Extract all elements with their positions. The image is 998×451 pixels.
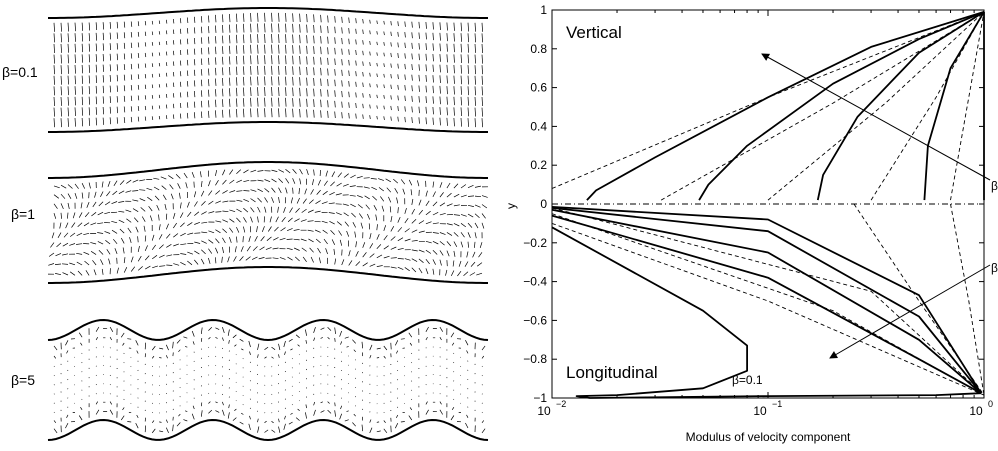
x-axis-label: Modulus of velocity component — [686, 430, 851, 444]
vertical-dashed-curve-2 — [767, 11, 985, 201]
panel-label-beta-0.1: β=0.1 — [2, 64, 38, 80]
vertical-solid-curve-3 — [923, 11, 985, 201]
panel-1-top-wall — [48, 161, 488, 179]
velocity-field-panels: β=0.1 β=1 β=5 — [2, 7, 489, 442]
panel-0-vector-field — [53, 12, 483, 128]
arrow-label-beta-upper: β — [991, 179, 998, 193]
velocity-field-figure: β=0.1 β=1 β=5 — [0, 0, 500, 446]
y-tick-label: 0.4 — [530, 119, 547, 133]
longitudinal-dashed-curve-2 — [551, 207, 985, 396]
y-tick-label: 1 — [540, 3, 547, 17]
panel-1-bottom-wall — [48, 266, 488, 284]
x-tick-exponent: −1 — [772, 399, 782, 409]
chart-lower-label: Longitudinal — [566, 363, 658, 382]
vertical-dashed-curve-4 — [950, 11, 985, 201]
y-tick-label: 0.2 — [530, 158, 547, 172]
longitudinal-solid-curve-4 — [551, 206, 982, 394]
chart-upper-label: Vertical — [566, 23, 622, 42]
curves — [551, 11, 991, 399]
longitudinal-dashed-curve-1 — [551, 213, 985, 396]
panel-2-vectors — [53, 326, 486, 434]
y-tick-label: 0 — [540, 197, 547, 211]
vertical-dashed-curve-3 — [870, 11, 985, 201]
panel-2-vector-field — [53, 326, 486, 434]
x-tick-exponent: 0 — [988, 399, 993, 409]
panel-1-vector-field — [47, 168, 489, 277]
y-tick-label: −0.8 — [523, 352, 547, 366]
panel-label-beta-1: β=1 — [11, 206, 35, 222]
panel-label-beta-5: β=5 — [11, 372, 35, 388]
longitudinal-solid-curve-2 — [551, 208, 982, 394]
x-tick-label: 10 — [969, 404, 983, 418]
y-tick-label: 0.6 — [530, 81, 547, 95]
panel-1-vectors — [47, 168, 489, 277]
longitudinal-solid-curve-0 — [551, 226, 982, 399]
vertical-solid-curve-1 — [698, 11, 985, 201]
x-tick-label: 10 — [753, 404, 767, 418]
panel-2-bottom-wall — [47, 418, 489, 442]
vertical-solid-curve-2 — [816, 11, 985, 201]
y-tick-label: −0.4 — [523, 275, 547, 289]
panel-0-vectors — [53, 12, 483, 128]
beta-arrow-lower — [829, 264, 991, 359]
vertical-solid-curve-0 — [586, 11, 985, 201]
arrow-label-beta-lower: β — [991, 261, 998, 275]
velocity-profile-chart: 1 0.8 0.6 0.4 0.2 0 −0.2 −0.4 −0.6 −0.8 −1 10 −2 10 −1… — [500, 0, 998, 446]
longitudinal-dashed-curve-0 — [551, 222, 985, 396]
y-tick-label: −0.6 — [523, 313, 547, 327]
y-tick-label: −0.2 — [523, 236, 547, 250]
longitudinal-dashed-curve-4 — [950, 203, 985, 396]
chart-plot: 10.80.60.40.20−0.2−0.4−0.6−0.8−110 −2 10 −1… — [504, 3, 998, 444]
panel-2-top-wall — [47, 318, 489, 342]
axis-ticks: 10.80.60.40.20−0.2−0.4−0.6−0.8−110 −2 10 −1… — [523, 3, 993, 418]
beta-arrow-upper — [761, 53, 991, 181]
x-tick-exponent: −2 — [556, 399, 566, 409]
curve-label-beta-0.1: β=0.1 — [732, 373, 763, 387]
panel-0-bottom-wall — [48, 121, 488, 133]
y-tick-label: −1 — [533, 391, 547, 405]
longitudinal-dashed-curve-3 — [853, 203, 985, 396]
y-tick-label: 0.8 — [530, 42, 547, 56]
longitudinal-solid-curve-1 — [551, 214, 982, 394]
vertical-dashed-curve-1 — [660, 11, 985, 201]
y-axis-label: y — [504, 203, 518, 209]
panel-0-top-wall — [48, 7, 488, 19]
longitudinal-solid-curve-3 — [551, 207, 982, 394]
x-tick-label: 10 — [537, 404, 551, 418]
